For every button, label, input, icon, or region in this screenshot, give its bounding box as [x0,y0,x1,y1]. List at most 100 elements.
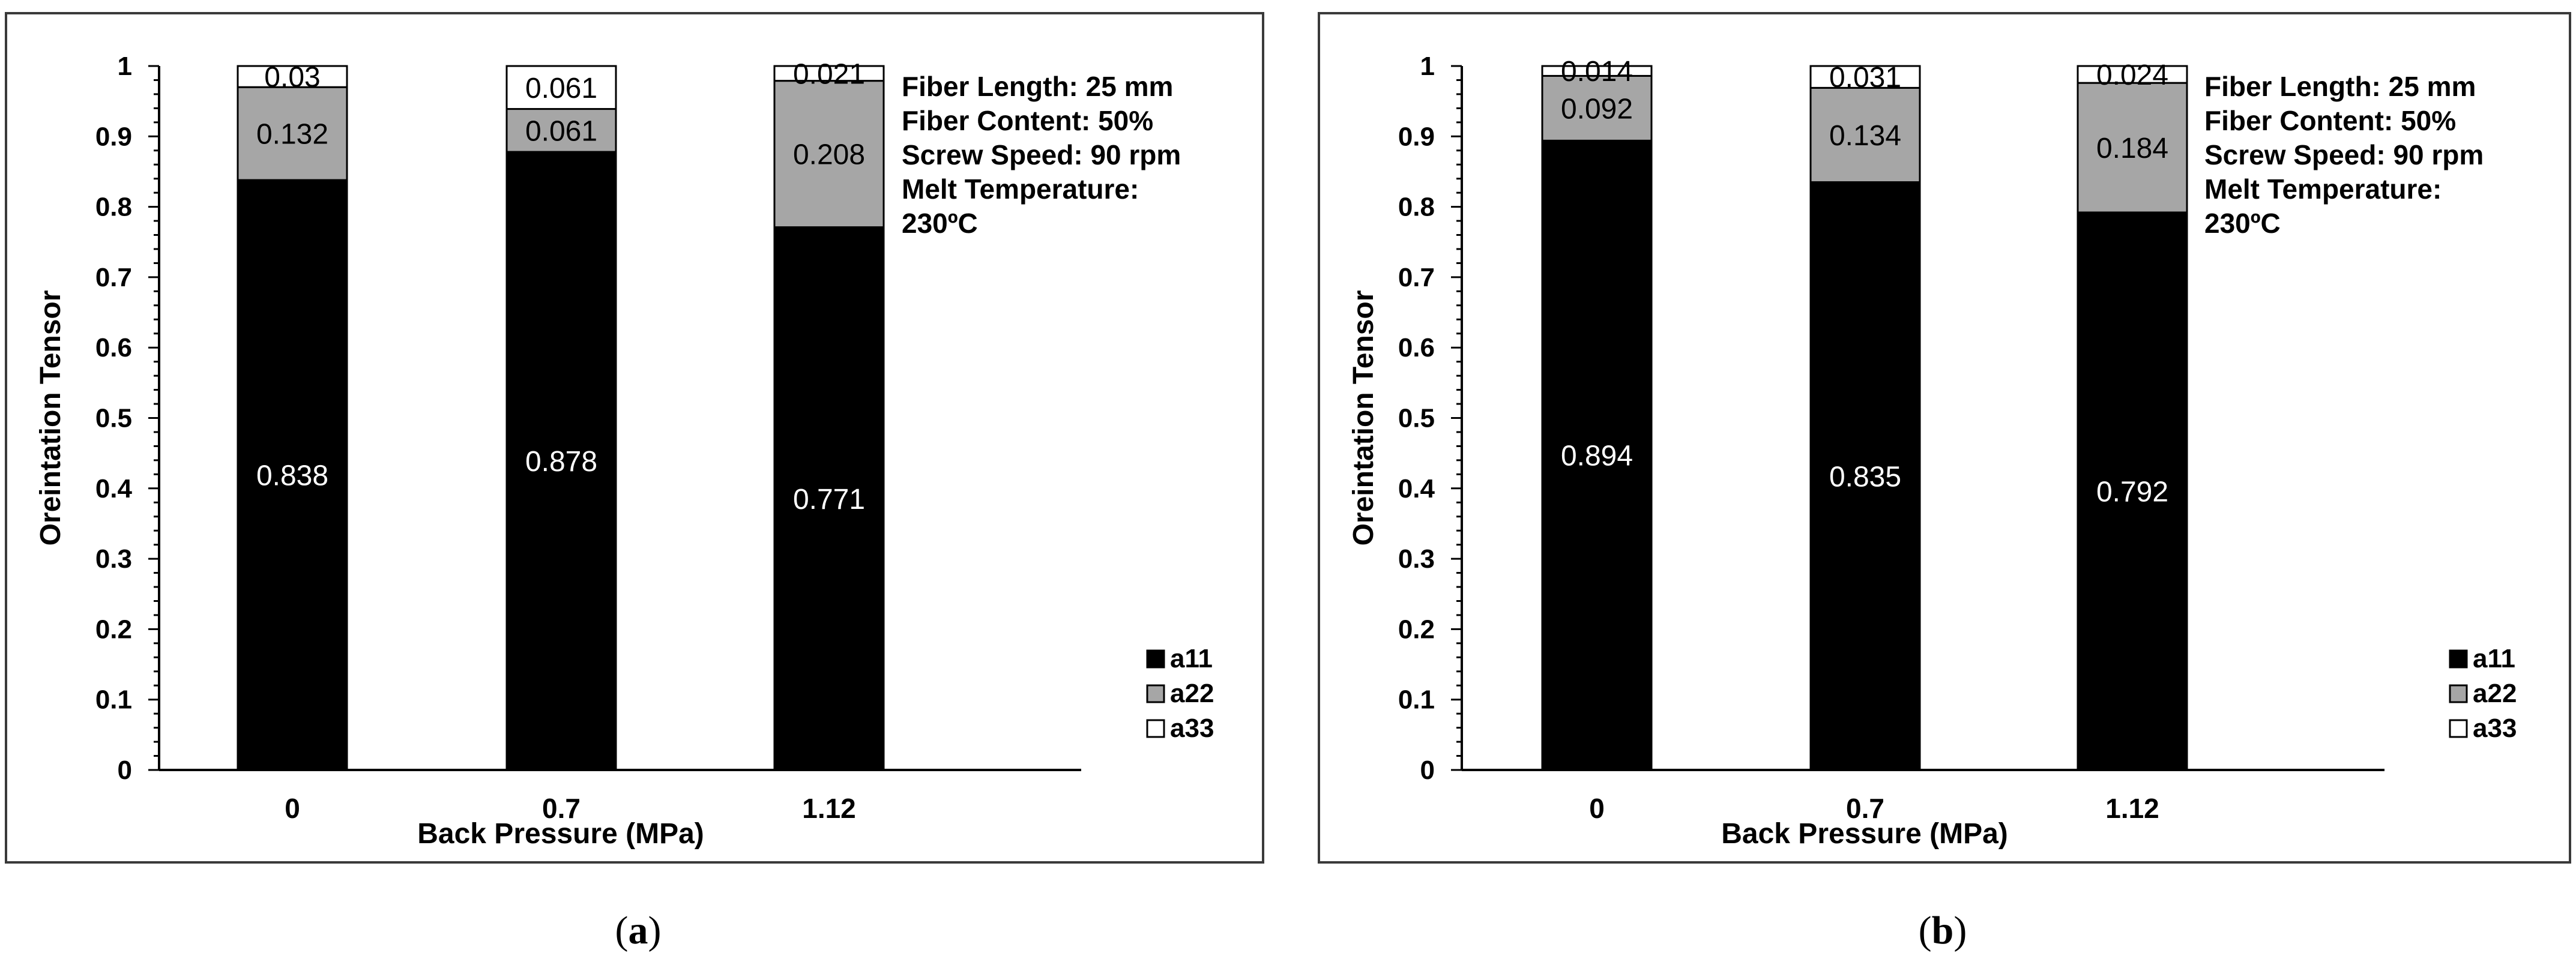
panel-frame [1318,12,2571,864]
caption-paren-close: ) [648,909,662,952]
caption-paren-open: ( [615,909,629,952]
caption-letter: a [629,909,648,952]
panel-caption: (b) [1919,909,1967,952]
data-label-a11-1: 0.838 [256,460,328,492]
legend-label-a33: a33 [1170,714,1214,743]
data-label-a33-3: 0.024 [2096,59,2168,91]
panel-caption: (a) [615,909,662,952]
legend-label-a11: a11 [2473,644,2515,673]
annotation-line: Screw Speed: 90 rpm [902,139,1181,170]
y-tick-label: 0 [1420,756,1435,785]
bar-a33-2 [505,65,617,110]
bar-a22-2 [505,108,617,153]
y-tick-label: 0.5 [1398,404,1435,433]
bar-a11-1 [237,179,348,771]
y-axis-title: Oreintation Tensor [1348,290,1380,546]
bar-a11-2 [1809,181,1921,771]
y-tick-label: 0.9 [1398,122,1435,151]
y-tick-label: 1 [118,52,132,81]
annotation-line: 230ºC [902,208,978,239]
legend-swatch-a11 [2449,649,2468,669]
bar-a33-2 [1809,65,1921,89]
y-tick-label: 0.3 [1398,544,1435,574]
y-tick-label: 0.8 [95,193,132,222]
legend-label-a11: a11 [1170,644,1213,673]
y-tick-label: 0.2 [1398,615,1435,644]
annotation-line: Fiber Content: 50% [902,105,1153,136]
y-tick-label: 0.4 [1398,474,1435,504]
bar-a22-3 [2077,82,2188,214]
data-label-a33-3: 0.021 [793,58,865,90]
data-label-a11-1: 0.894 [1561,440,1633,472]
data-label-a33-2: 0.061 [525,73,597,104]
data-label-a33-1: 0.014 [1561,56,1633,88]
data-label-a11-3: 0.771 [793,484,865,516]
y-tick-label: 0.3 [95,544,132,574]
x-tick-label: 0 [1589,793,1605,824]
bar-a33-1 [237,65,348,88]
bar-a33-1 [1541,65,1653,77]
y-tick-label: 0.6 [95,333,132,362]
data-label-a11-3: 0.792 [2096,476,2168,508]
x-tick-label: 0.7 [1846,793,1884,824]
legend-swatch-a33 [1146,719,1165,738]
y-tick-label: 0.8 [1398,193,1435,222]
annotation-line: Melt Temperature: [2204,173,2442,205]
y-tick-label: 0.7 [1398,263,1435,292]
annotation-line: Fiber Content: 50% [2204,105,2456,136]
x-axis-title: Back Pressure (MPa) [417,818,704,850]
y-tick-label: 1 [1420,52,1435,81]
data-label-a22-2: 0.134 [1829,120,1901,152]
x-tick-label: 0 [285,793,300,824]
data-label-a22-1: 0.132 [256,119,328,151]
annotation-line: Fiber Length: 25 mm [2204,71,2476,102]
y-tick-label: 0.7 [95,263,132,292]
y-axis-title: Oreintation Tensor [35,290,67,546]
data-label-a22-3: 0.184 [2096,133,2168,164]
data-label-a22-2: 0.061 [525,115,597,147]
caption-letter: b [1932,909,1954,952]
bar-a22-1 [1541,74,1653,142]
legend-label-a33: a33 [2473,714,2517,743]
y-tick-label: 0.5 [95,404,132,433]
legend-swatch-a22 [1146,684,1165,703]
bar-a22-1 [237,86,348,181]
data-label-a22-3: 0.208 [793,139,865,171]
panel-frame [5,12,1264,864]
x-tick-label: 1.12 [2105,793,2159,824]
y-tick-label: 0.9 [95,122,132,151]
data-label-a33-1: 0.03 [264,62,320,94]
y-tick-label: 0.2 [95,615,132,644]
legend-label-a22: a22 [2473,679,2517,708]
annotation-line: Fiber Length: 25 mm [902,71,1173,102]
data-label-a22-1: 0.092 [1561,93,1633,125]
panel-b: 0 0.1 0.2 0.3 0.4 0.5 0.6 0.7 0.8 0.9 1 0.894 0.092 0… [1318,12,2571,952]
x-tick-label: 0.7 [542,793,581,824]
annotation-line: 230ºC [2204,208,2281,239]
bar-a33-3 [2077,65,2188,84]
bar-a11-3 [773,226,885,771]
data-label-a11-2: 0.878 [525,446,597,478]
y-tick-label: 0.1 [95,685,132,715]
bar-a11-2 [505,151,617,771]
bar-a11-1 [1541,139,1653,771]
x-axis-title: Back Pressure (MPa) [1721,818,2008,850]
bar-a22-3 [773,80,885,229]
bar-a11-3 [2077,211,2188,771]
caption-paren-close: ) [1953,909,1967,952]
y-tick-label: 0.1 [1398,685,1435,715]
x-tick-label: 1.12 [802,793,856,824]
legend-label-a22: a22 [1170,679,1214,708]
panel-a: 0 0.1 0.2 0.3 0.4 0.5 0.6 0.7 0.8 0.9 1 0.838 0.132 0… [5,12,1264,952]
y-tick-label: 0 [118,756,132,785]
data-label-a11-2: 0.835 [1829,461,1901,493]
y-tick-label: 0.6 [1398,333,1435,362]
annotation-line: Melt Temperature: [902,173,1139,205]
bar-a22-2 [1809,86,1921,184]
y-tick-label: 0.4 [95,474,133,504]
bar-a33-3 [773,65,885,82]
caption-paren-open: ( [1919,909,1932,952]
legend-swatch-a11 [1146,649,1165,669]
legend-swatch-a22 [2449,684,2468,703]
